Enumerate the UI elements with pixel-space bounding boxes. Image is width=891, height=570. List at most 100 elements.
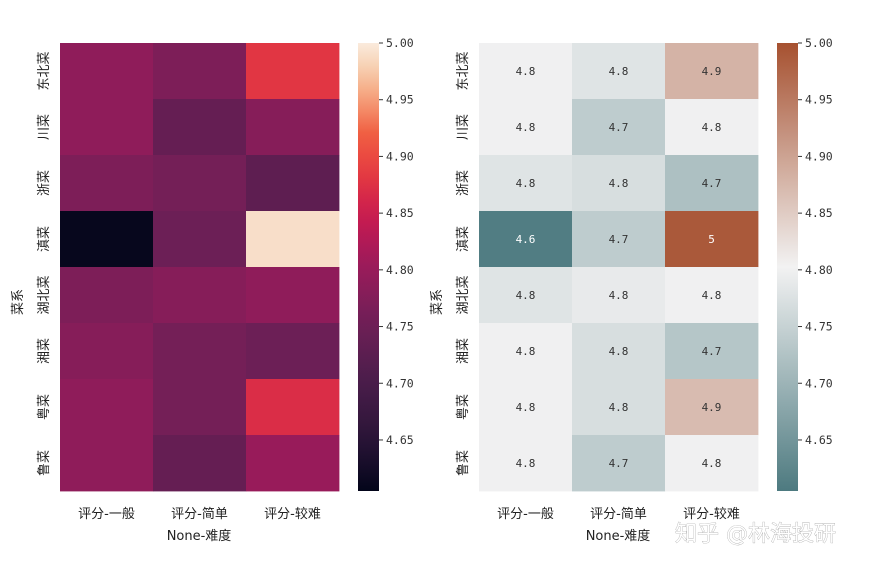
heatmap-cell xyxy=(246,211,340,268)
heatmap-cell xyxy=(153,435,247,492)
cell-annotation: 4.8 xyxy=(516,289,536,302)
y-tick-label: 粤菜 xyxy=(36,394,52,420)
heatmap-cell xyxy=(665,43,759,100)
cell-annotation: 4.8 xyxy=(702,121,722,134)
cell-annotation: 4.8 xyxy=(609,289,629,302)
heatmap-cell xyxy=(153,211,247,268)
colorbar-tick-label: 4.90 xyxy=(805,149,833,163)
heatmap-cell xyxy=(246,267,340,324)
colorbar-tick-label: 4.95 xyxy=(386,93,414,107)
y-tick-label: 粤菜 xyxy=(455,394,471,420)
heatmap-cell xyxy=(153,379,247,436)
heatmap-cell xyxy=(153,99,247,156)
y-tick-label: 川菜 xyxy=(456,114,471,140)
y-axis-label: 菜系 xyxy=(11,289,26,315)
cell-annotation: 4.8 xyxy=(702,289,722,302)
heatmap-cell xyxy=(153,323,247,380)
colorbar-tick-label: 5.00 xyxy=(805,36,833,50)
cell-annotation: 4.8 xyxy=(516,457,536,470)
heatmap-cell xyxy=(665,267,759,324)
y-tick-label: 滇菜 xyxy=(456,226,471,252)
heatmap-cell xyxy=(60,323,154,380)
colorbar-tick-label: 4.65 xyxy=(386,433,414,447)
y-tick-label: 湘菜 xyxy=(456,338,471,364)
heatmap-cell xyxy=(246,99,340,156)
heatmap-right-panel: 4.8 4.8 4.94.8 4.7 4.84.8 4.8 4.74.6 4.7 54.8 4.8… xyxy=(430,36,833,544)
heatmap-cell xyxy=(665,435,759,492)
heatmap-cell xyxy=(479,435,573,492)
cell-annotation: 4.8 xyxy=(516,121,536,134)
heatmap-cell xyxy=(665,155,759,212)
cell-annotation: 4.7 xyxy=(609,121,629,134)
colorbar-tick-label: 4.65 xyxy=(805,433,833,447)
y-tick-label: 浙菜 xyxy=(456,170,471,196)
cell-annotation: 4.8 xyxy=(516,401,536,414)
y-tick-label: 湘菜 xyxy=(37,338,52,364)
heatmap-cell xyxy=(665,99,759,156)
heatmap-cell xyxy=(246,323,340,380)
colorbar-tick-label: 4.85 xyxy=(805,206,833,220)
heatmap-cell xyxy=(60,43,154,100)
colorbar-tick-label: 5.00 xyxy=(386,36,414,50)
heatmap-cell xyxy=(246,155,340,212)
heatmap-cell xyxy=(60,211,154,268)
heatmap-cell xyxy=(572,379,666,436)
heatmap-cell xyxy=(479,267,573,324)
cell-annotation: 4.8 xyxy=(516,177,536,190)
heatmap-cell xyxy=(572,99,666,156)
heatmap-cell xyxy=(479,211,573,268)
x-tick-label: 评分-较难 xyxy=(264,507,321,522)
colorbar-tick-label: 4.75 xyxy=(386,320,414,334)
cell-annotation: 5 xyxy=(708,233,715,246)
cell-annotation: 4.7 xyxy=(702,345,722,358)
heatmap-cell xyxy=(479,99,573,156)
y-tick-label: 浙菜 xyxy=(37,170,52,196)
cell-annotation: 4.8 xyxy=(609,401,629,414)
watermark-text: 知乎 @林海投研 xyxy=(675,522,836,547)
heatmap-cell xyxy=(572,323,666,380)
heatmap-cell xyxy=(246,379,340,436)
x-tick-label: 评分-简单 xyxy=(171,506,228,522)
x-tick-label: 评分-一般 xyxy=(78,506,135,522)
heatmap-cell xyxy=(479,43,573,100)
colorbar-tick-label: 4.75 xyxy=(805,320,833,334)
heatmap-cell xyxy=(60,379,154,436)
y-tick-label: 湖北菜 xyxy=(456,275,471,314)
cell-annotation: 4.8 xyxy=(516,65,536,78)
colorbar xyxy=(358,43,379,491)
heatmap-cell xyxy=(572,435,666,492)
y-tick-label: 湖北菜 xyxy=(37,275,52,314)
heatmap-cell xyxy=(153,155,247,212)
x-tick-label: 评分-简单 xyxy=(590,506,647,522)
colorbar-tick-label: 4.70 xyxy=(805,376,833,390)
cell-annotation: 4.7 xyxy=(609,457,629,470)
heatmap-cell xyxy=(572,43,666,100)
cell-annotation: 4.8 xyxy=(609,177,629,190)
heatmap-cell xyxy=(153,267,247,324)
colorbar-tick-label: 4.70 xyxy=(386,376,414,390)
heatmap-cell xyxy=(246,43,340,100)
heatmap-cell xyxy=(665,211,759,268)
heatmap-cell xyxy=(479,379,573,436)
heatmap-cell xyxy=(479,323,573,380)
heatmap-cell xyxy=(60,267,154,324)
x-tick-label: 评分-较难 xyxy=(683,507,740,522)
cell-annotation: 4.8 xyxy=(702,457,722,470)
colorbar-tick-label: 4.80 xyxy=(805,263,833,277)
x-axis-label: None-难度 xyxy=(167,528,232,544)
heatmap-cell xyxy=(572,155,666,212)
y-tick-label: 东北菜 xyxy=(37,51,52,90)
colorbar xyxy=(777,43,798,491)
heatmap-cell xyxy=(572,267,666,324)
colorbar-tick-label: 4.95 xyxy=(805,93,833,107)
y-tick-label: 东北菜 xyxy=(456,51,471,90)
cell-annotation: 4.9 xyxy=(702,401,722,414)
cell-annotation: 4.6 xyxy=(516,233,536,246)
heatmap-cell xyxy=(572,211,666,268)
y-tick-label: 滇菜 xyxy=(37,226,52,252)
cell-annotation: 4.8 xyxy=(516,345,536,358)
heatmap-cell xyxy=(246,435,340,492)
colorbar-tick-label: 4.85 xyxy=(386,206,414,220)
